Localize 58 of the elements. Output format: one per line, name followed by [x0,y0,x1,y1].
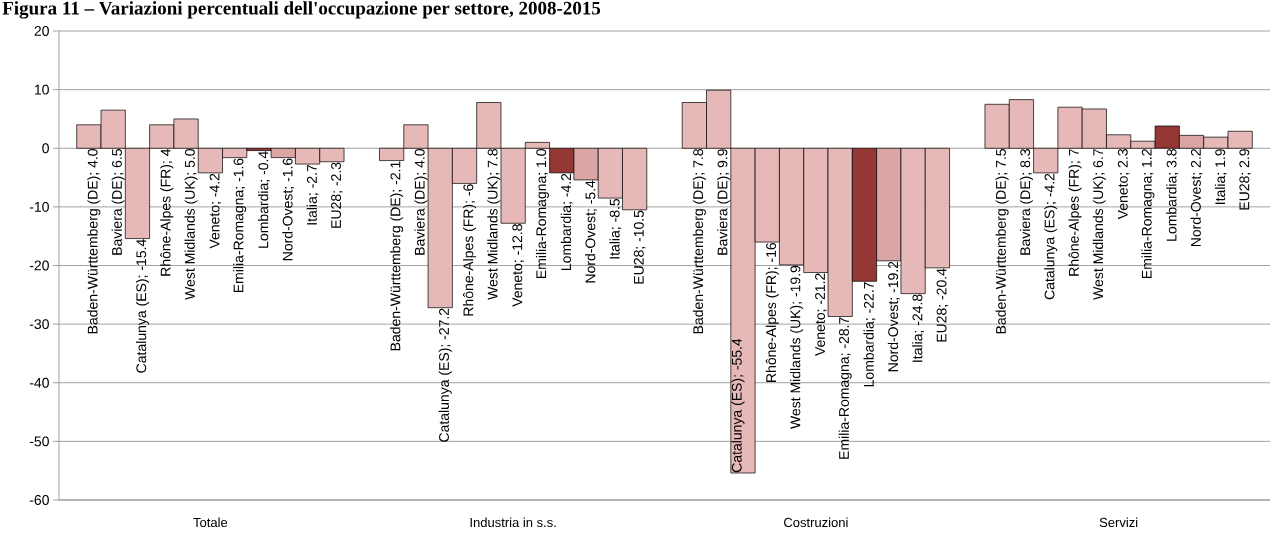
y-tick-label: 20 [34,26,49,36]
x-tick-label: Industria in s.s. [470,517,556,528]
y-tick-label: -60 [29,495,49,505]
data-label: EU28; -20.4 [936,268,949,342]
data-label: Lombardia; -22.7 [863,282,876,387]
x-tick-label: Costruzioni [784,517,848,528]
data-label: Emilia-Romagna; -1.6 [233,158,247,293]
data-label: Nord-Ovest; -5.4 [585,180,597,283]
y-tick-label: -20 [29,260,49,271]
data-label: Baden-Württemberg (DE); 4.0 [87,149,101,334]
data-label: Emilia-Romagna; -28.7 [838,317,852,459]
data-label: Catalunya (ES); -15.4 [135,239,149,373]
data-label: West Midlands (UK); -19.9 [790,265,804,429]
x-tick-label: Totale [193,517,228,528]
y-tick-label: -40 [29,377,49,388]
y-tick-label: 10 [34,84,49,95]
data-label: Baviera (DE); 8.3 [1019,149,1033,255]
y-tick-label: -10 [29,201,49,212]
data-label: Lombardia; 3.8 [1166,149,1179,241]
data-label: Veneto; -21.2 [815,273,827,356]
y-tick-label: -30 [29,319,49,330]
data-label: Nord-Ovest; 2.2 [1190,149,1203,247]
x-tick-label: Servizi [1099,517,1138,528]
data-label: West Midlands (UK); 7.8 [487,149,501,300]
data-label: EU28; -2.3 [331,162,343,228]
data-label: Veneto; -4.2 [209,173,222,249]
data-label: Rhône-Alpes (FR); 7 [1068,149,1082,276]
data-label: Baden-Württemberg (DE); 7.5 [995,149,1009,334]
y-tick-label: 0 [42,143,49,154]
data-label: Emilia-Romagna; 1.2 [1141,149,1155,279]
data-label: Catalunya (ES); -55.4 [731,338,745,473]
data-label: Baden-Württemberg (DE); 7.8 [692,149,706,334]
data-label: Rhône-Alpes (FR); -6 [462,184,477,316]
data-label: Catalunya (ES); -27.2 [438,308,452,442]
data-label: Emilia-Romagna; 1.0 [535,149,549,279]
data-label: Italia; -8.5 [609,198,622,259]
data-label: Nord-Ovest; -1.6 [282,158,295,261]
data-label: Nord-Ovest; -19.2 [887,261,900,372]
data-label: Rhône-Alpes (FR); 4 [160,148,174,276]
data-label: Italia; -24.8 [912,294,925,362]
chart-title: Figura 11 – Variazioni percentuali dell'occupazione per settore, 2008-2015 [2,1,601,19]
data-label: Veneto; 2.3 [1117,149,1130,220]
data-label: Catalunya (ES); -4.2 [1044,173,1058,300]
data-label: Baviera (DE); 6.5 [111,149,125,255]
data-label: EU28; 2.9 [1239,149,1251,210]
data-label: Veneto; -12.8 [512,224,524,307]
data-label: Italia; 1.9 [1214,149,1227,204]
data-label: Rhône-Alpes (FR); -16 [765,242,779,382]
y-tick-label: -50 [29,436,49,447]
data-label: West Midlands (UK); 6.7 [1092,149,1106,300]
data-label: Lombardia; -0.4 [258,151,270,248]
data-label: West Midlands (UK); 5.0 [184,149,198,300]
data-label: Baviera (DE); 4.0 [414,149,428,255]
data-label: Baden-Württemberg (DE); -2.1 [390,161,404,351]
data-label: Lombardia; -4.2 [560,173,573,270]
data-label: Italia; -2.7 [306,164,319,225]
data-label: Baviera (DE); 9.9 [717,149,731,255]
data-label: EU28; -10.5 [633,210,646,284]
